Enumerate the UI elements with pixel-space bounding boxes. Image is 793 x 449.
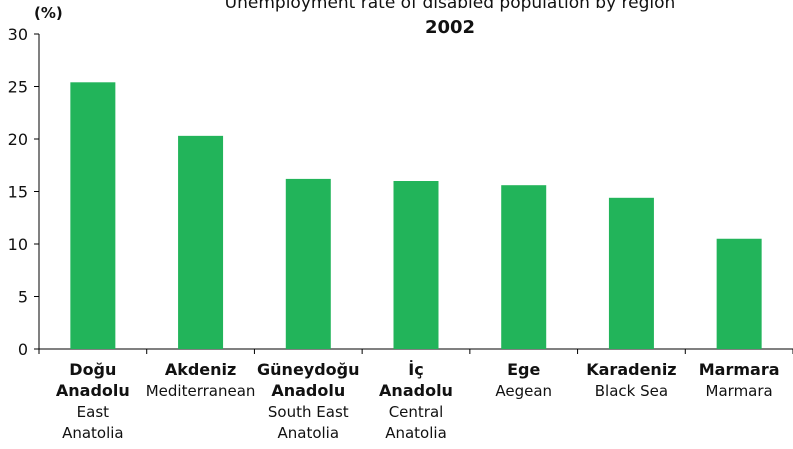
x-tick-label-tr: Akdeniz [165, 360, 237, 379]
x-tick-label-en: Aegean [495, 382, 552, 400]
bar [178, 135, 224, 349]
x-tick-label-en: Anatolia [62, 424, 124, 442]
x-tick-label-tr: Ege [507, 360, 540, 379]
x-tick-label-tr: İç [408, 360, 423, 379]
bar [716, 238, 762, 349]
bar [285, 178, 331, 349]
x-tick-label-en: Mediterranean [146, 382, 256, 400]
bar [70, 82, 116, 350]
y-tick-label: 0 [18, 340, 28, 359]
chart-subtitle: 2002 [424, 17, 476, 38]
bar [393, 181, 439, 349]
y-tick-label: 10 [8, 235, 28, 254]
y-axis-unit-label: (%) [34, 4, 63, 22]
y-tick-label: 15 [8, 183, 28, 202]
y-tick-label: 30 [8, 25, 28, 44]
bar [608, 197, 654, 349]
x-tick-label-en: South East [268, 403, 349, 421]
y-tick-label: 5 [18, 288, 28, 307]
x-tick-label-tr: Anadolu [379, 381, 453, 400]
bar [501, 185, 547, 349]
x-tick-label-tr: Güneydoğu [257, 360, 359, 379]
y-tick-label: 20 [8, 130, 28, 149]
x-axis-labels: Doğu Anadolu East Anatolia Akdeniz Mediterran… [56, 360, 780, 442]
x-tick-label-tr: Doğu [69, 360, 116, 379]
x-tick-label-tr: Anadolu [56, 381, 130, 400]
x-tick-label-tr: Marmara [699, 360, 780, 379]
x-tick-label-en: Anatolia [385, 424, 447, 442]
x-tick-label-en: Anatolia [278, 424, 340, 442]
x-tick-label-tr: Anadolu [271, 381, 345, 400]
y-tick-label: 25 [8, 78, 28, 97]
x-tick-label-en: Central [389, 403, 444, 421]
x-tick-label-en: East [77, 403, 109, 421]
axes: 0 5 10 15 20 25 30 [8, 25, 793, 359]
x-tick-label-tr: Karadeniz [586, 360, 676, 379]
x-tick-label-en: Black Sea [595, 382, 668, 400]
bars [70, 82, 762, 350]
x-tick-label-en: Marmara [706, 382, 773, 400]
chart-title: Unemployment rate of disabled population… [224, 0, 676, 13]
